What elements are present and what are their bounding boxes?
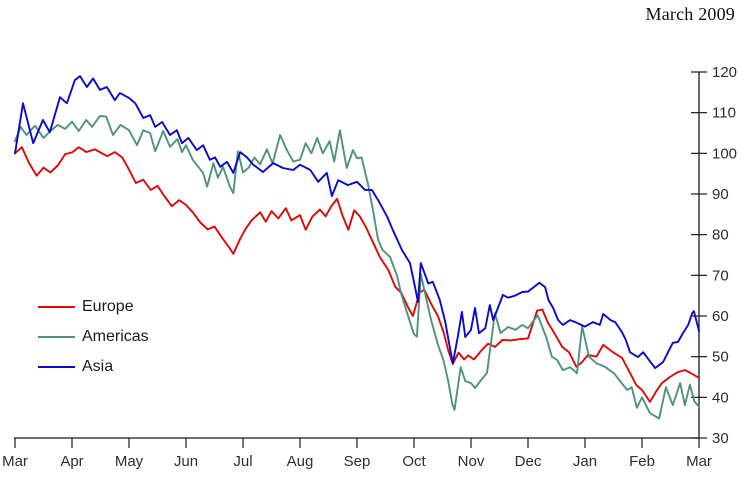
asia-line-swatch [38, 365, 75, 368]
legend-label-asia: Asia [82, 358, 114, 375]
y-tick-label: 100 [712, 145, 737, 162]
x-tick-label: Jul [233, 453, 252, 470]
x-tick-label: Apr [60, 453, 83, 470]
y-tick-label: 70 [712, 267, 729, 284]
y-tick-label: 60 [712, 308, 729, 325]
x-tick-label: Oct [402, 453, 426, 470]
x-tick-label: Jun [174, 453, 198, 470]
legend-item-asia: Asia [38, 356, 149, 377]
y-tick-label: 80 [712, 227, 729, 244]
x-tick-label: Feb [629, 453, 655, 470]
series-line-asia [14, 75, 700, 370]
y-tick-label: 50 [712, 349, 729, 366]
y-tick-label: 90 [712, 186, 729, 203]
x-tick-label: Nov [458, 453, 485, 470]
x-tick-label: Mar [686, 453, 712, 470]
y-tick-label: 40 [712, 389, 729, 406]
legend-item-americas: Americas [38, 326, 149, 347]
y-tick-label: 30 [712, 430, 729, 447]
legend-label-europe: Europe [82, 298, 134, 315]
series-line-americas [14, 114, 700, 420]
x-tick-label: May [115, 453, 144, 470]
chart-title: March 2009 [645, 4, 735, 24]
y-tick-label: 120 [712, 64, 737, 81]
y-tick-label: 110 [712, 105, 736, 122]
x-tick-label: Jan [573, 453, 597, 470]
legend-label-americas: Americas [82, 328, 149, 345]
europe-line-swatch [38, 305, 75, 308]
x-tick-label: Aug [287, 453, 314, 470]
chart-legend: Europe Americas Asia [38, 296, 149, 377]
americas-line-swatch [38, 335, 75, 338]
x-tick-label: Mar [2, 453, 28, 470]
legend-item-europe: Europe [38, 296, 149, 317]
x-tick-label: Dec [515, 453, 542, 470]
x-tick-label: Sep [344, 453, 371, 470]
